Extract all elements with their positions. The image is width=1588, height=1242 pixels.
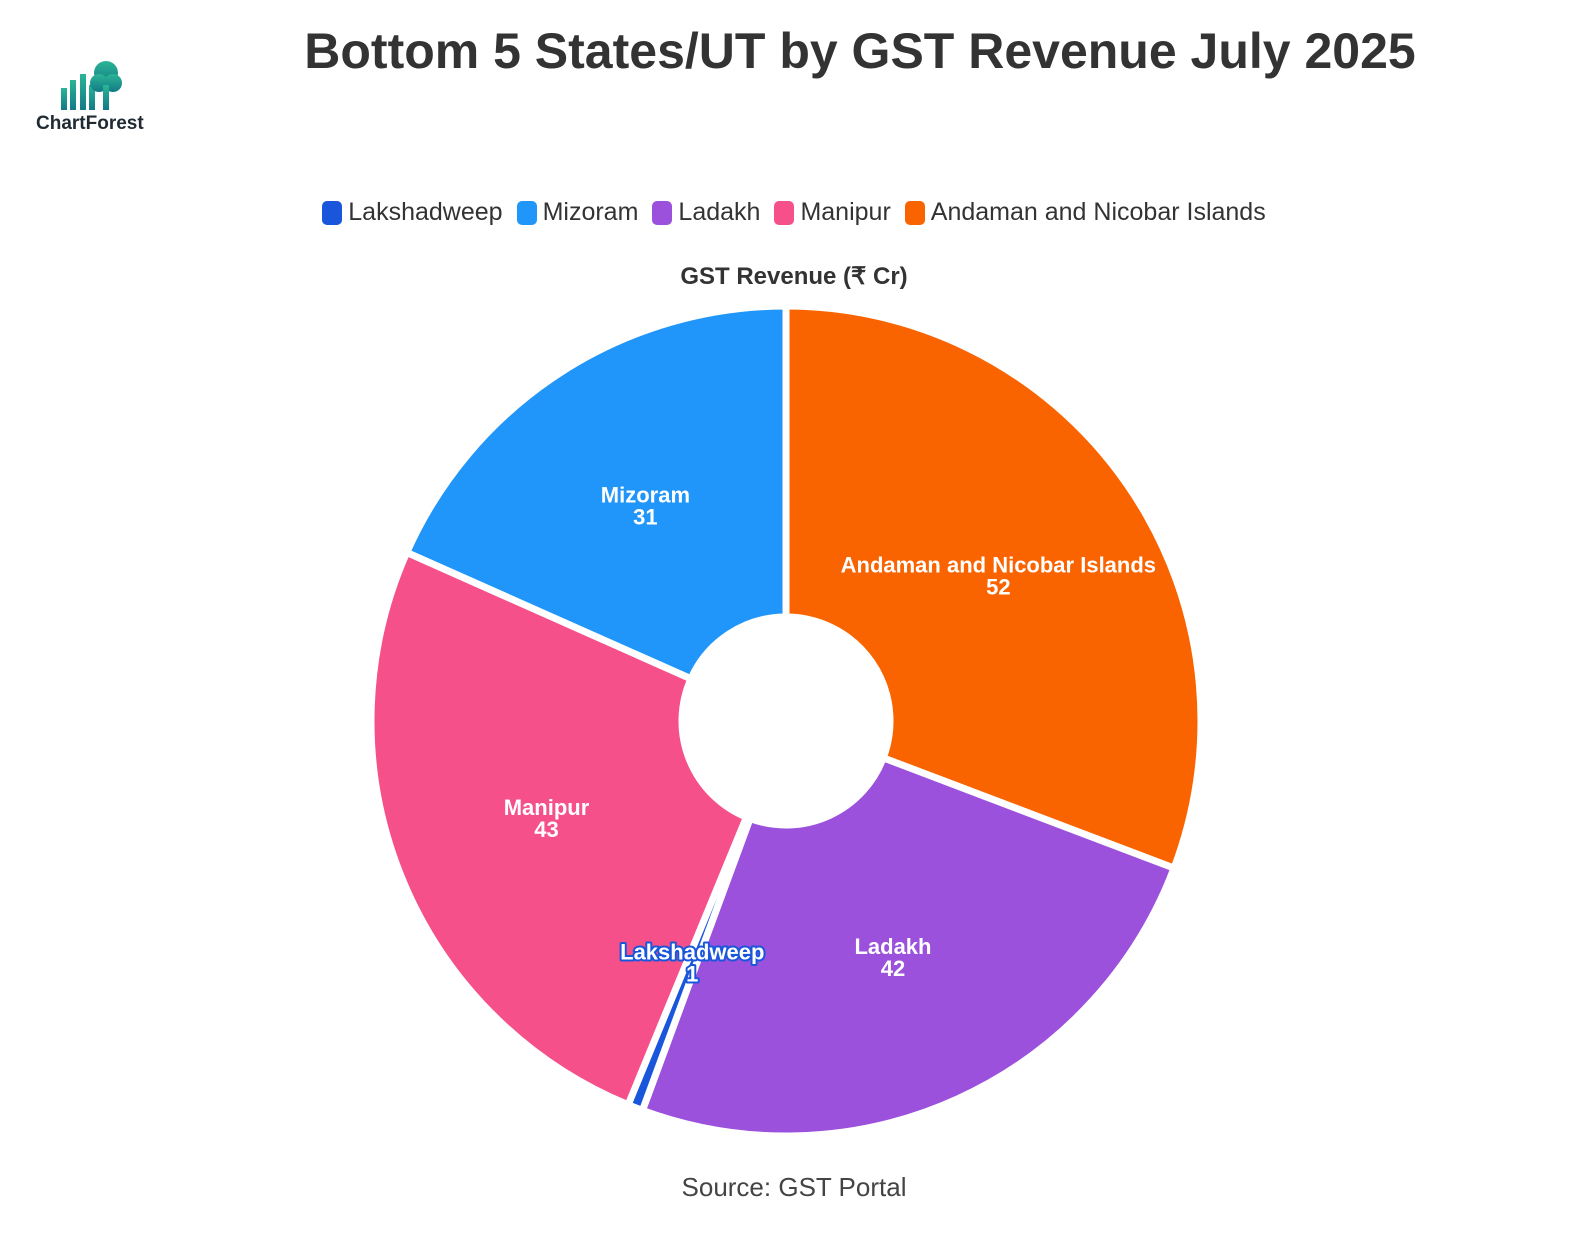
slice-value: 43 [534, 817, 558, 842]
slice-value: 42 [881, 956, 905, 981]
slice-label: Andaman and Nicobar Islands 52 [841, 552, 1156, 599]
source-note: Source: GST Portal [681, 1172, 907, 1202]
legend-item[interactable]: Lakshadweep [322, 198, 503, 227]
legend-label: Lakshadweep [348, 198, 503, 226]
legend: Lakshadweep Mizoram Ladakh Manipur Andaman a… [0, 198, 1588, 227]
legend-label: Andaman and Nicobar Islands [930, 198, 1266, 226]
legend-swatch [774, 200, 795, 225]
slice-name: Andaman and Nicobar Islands [841, 552, 1156, 577]
pie-slice-ladakh[interactable] [638, 754, 1178, 1140]
legend-label: Ladakh [678, 198, 761, 226]
pie-slice-mizoram[interactable] [403, 302, 790, 683]
chartforest-logo-icon [61, 61, 122, 110]
legend-swatch [322, 200, 343, 225]
slice-value: 52 [986, 574, 1010, 599]
slice-label: Ladakh 42 [854, 934, 931, 981]
slice-label: Lakshadweep 1 [620, 939, 764, 986]
slice-name: Ladakh [854, 934, 931, 959]
legend-item[interactable]: Manipur [774, 198, 891, 227]
slice-name: Lakshadweep [620, 939, 764, 964]
logo-text: ChartForest [36, 113, 144, 134]
legend-swatch [516, 200, 537, 225]
legend-item[interactable]: Mizoram [516, 198, 639, 227]
legend-label: Manipur [800, 198, 891, 226]
legend-item[interactable]: Andaman and Nicobar Islands [904, 198, 1266, 227]
slice-name: Mizoram [601, 483, 690, 508]
slice-name: Manipur [504, 795, 590, 820]
legend-item[interactable]: Ladakh [652, 198, 760, 227]
slice-label: Mizoram 31 [601, 483, 690, 530]
slice-value: 1 [686, 961, 698, 986]
legend-label: Mizoram [542, 198, 639, 226]
chart-title: GST Revenue (₹ Cr) [680, 263, 908, 290]
slice-value: 31 [633, 505, 657, 530]
legend-swatch [652, 200, 673, 225]
page-title: Bottom 5 States/UT by GST Revenue July 2… [304, 23, 1416, 79]
pie-slice-manipur[interactable] [367, 548, 750, 1109]
slice-label: Manipur 43 [504, 795, 590, 842]
pie-slice-andaman-and-nicobar-islands[interactable] [782, 302, 1205, 872]
legend-swatch [904, 200, 925, 225]
